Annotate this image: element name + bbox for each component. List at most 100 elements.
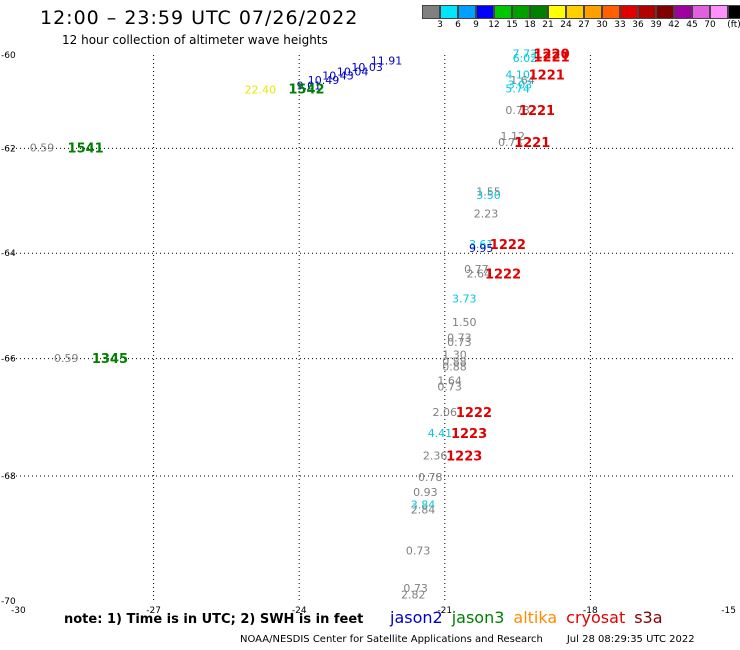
satellite-legend-entry: jason2 (390, 608, 443, 627)
pass-time-label: 1541 (68, 142, 104, 157)
wave-height-value: 1.30 (442, 349, 467, 362)
wave-height-value: 0.59 (30, 142, 55, 155)
color-scale-label: 33 (614, 20, 626, 30)
color-swatch (530, 5, 548, 19)
pass-time-label: 1221 (529, 68, 565, 83)
wave-height-value: 4.10 (505, 68, 530, 81)
color-swatch (512, 5, 530, 19)
wave-height-value: 2.64 (467, 267, 492, 280)
pass-time-label: 1542 (288, 82, 324, 97)
color-scale-label: 45 (686, 20, 698, 30)
wave-height-value: 0.77 (464, 263, 489, 276)
pass-time-label: 1222 (456, 406, 492, 421)
wave-height-value: 0.73 (505, 104, 530, 117)
wave-height-value: 2.84 (411, 503, 436, 516)
y-tick-label: -66 (1, 355, 16, 365)
color-scale-label: 42 (668, 20, 680, 30)
tick-labels: -30 -27 -24 -21 -18 -15 -60 -62 -64 -66 -68 -70 (1, 51, 736, 616)
satellite-legend-entry: jason3 (451, 608, 505, 627)
color-swatch (692, 5, 710, 19)
page-title: 12:00 – 23:59 UTC 07/26/2022 (40, 7, 359, 29)
color-swatch (638, 5, 656, 19)
wave-height-value: 10.04 (337, 66, 369, 79)
color-scale-label: 36 (632, 20, 644, 30)
color-scale-label: 3 (437, 20, 443, 30)
wave-height-value: 9.95 (469, 242, 494, 255)
footer: NOAA/NESDIS Center for Satellite Applica… (240, 634, 695, 645)
wave-height-value: 5.74 (505, 82, 530, 95)
satellite-legend-entry: cryosat (566, 608, 626, 627)
color-scale-legend: 3 6 9 12 15 18 21 24 27 30 33 36 39 42 45 70 (ft) (422, 5, 740, 31)
footer-timestamp: Jul 28 08:29:35 UTC 2022 (566, 634, 695, 645)
pass-time-label: 1220 (533, 47, 569, 62)
wave-height-value: 0.73 (406, 545, 431, 558)
y-tick-label: -60 (1, 51, 16, 61)
wave-height-value: 10.43 (322, 69, 354, 82)
wave-height-value: 0.73 (447, 336, 472, 349)
x-tick-label: -21 (437, 606, 452, 616)
pass-time-label: 1223 (451, 427, 487, 442)
pass-time-label: 1221 (533, 51, 569, 66)
wave-height-value: 0.59 (54, 352, 79, 365)
wave-height-value: 0.78 (418, 471, 443, 484)
y-tick-label: -68 (1, 472, 16, 482)
y-tick-label: -64 (1, 249, 16, 259)
wave-height-value: 11.91 (371, 54, 403, 67)
grid-lines (8, 55, 736, 601)
wave-height-value: 6.02 (513, 52, 538, 65)
color-swatch (422, 5, 440, 19)
satellite-legend-entry: s3a (634, 608, 663, 627)
x-tick-label: -30 (11, 606, 26, 616)
satellite-legend: jason2 jason3 altika cryosat s3a (390, 608, 672, 627)
wave-height-value: 1.55 (476, 186, 501, 199)
color-scale-label: 39 (650, 20, 662, 30)
pass-time-label: 1221 (519, 104, 555, 119)
color-scale-label: 9 (473, 20, 479, 30)
wave-height-value: 3.84 (411, 498, 436, 511)
wave-height-value: 1.64 (510, 74, 535, 87)
color-swatch (440, 5, 458, 19)
color-swatch (458, 5, 476, 19)
satellite-legend-entry: altika (513, 608, 558, 627)
color-scale-label: 30 (596, 20, 608, 30)
color-swatch (494, 5, 512, 19)
wave-height-value: 2.06 (433, 406, 458, 419)
footer-credit: NOAA/NESDIS Center for Satellite Applica… (240, 634, 543, 645)
x-tick-label: -24 (292, 606, 307, 616)
wave-height-value: 7.73 (513, 47, 538, 60)
color-scale-labels: 3 6 9 12 15 18 21 24 27 30 33 36 39 42 45 70 (ft) (422, 19, 740, 31)
wave-height-value: 1.64 (437, 374, 462, 387)
chart-note: note: 1) Time is in UTC; 2) SWH is in fe… (64, 612, 364, 627)
x-tick-label: -27 (146, 606, 161, 616)
color-swatch (710, 5, 728, 19)
pass-time-labels: 1542154113451220122112211221122112221222… (68, 47, 570, 464)
wave-height-value: 3.50 (476, 189, 501, 202)
wave-height-value: 3.61 (469, 238, 494, 251)
wave-height-value: 10.03 (351, 61, 383, 74)
color-swatch (674, 5, 692, 19)
wave-height-value: 3.03 (508, 79, 533, 92)
color-swatch (602, 5, 620, 19)
pass-time-label: 1222 (485, 267, 521, 282)
wave-height-value: 0.88 (442, 360, 467, 373)
wave-height-value: 0.73 (498, 136, 523, 149)
y-tick-label: -62 (1, 144, 16, 154)
color-scale-label: 21 (542, 20, 554, 30)
wave-height-value: 10.49 (308, 74, 340, 87)
wave-height-value: 1.12 (500, 130, 525, 143)
pass-time-label: 1221 (514, 136, 550, 151)
x-tick-label: -15 (721, 606, 736, 616)
color-scale-label: (ft) (727, 20, 740, 30)
x-tick-label: -18 (583, 606, 598, 616)
color-swatch (728, 5, 740, 19)
pass-time-label: 1345 (92, 352, 128, 367)
wave-height-value: 0.73 (447, 332, 472, 345)
color-scale-label: 70 (704, 20, 716, 30)
wave-height-value: 1.50 (452, 316, 477, 329)
color-scale-label: 24 (560, 20, 572, 30)
wave-height-value: 22.40 (245, 83, 277, 96)
color-scale-label: 15 (506, 20, 518, 30)
wave-height-value: 4.41 (428, 427, 453, 440)
